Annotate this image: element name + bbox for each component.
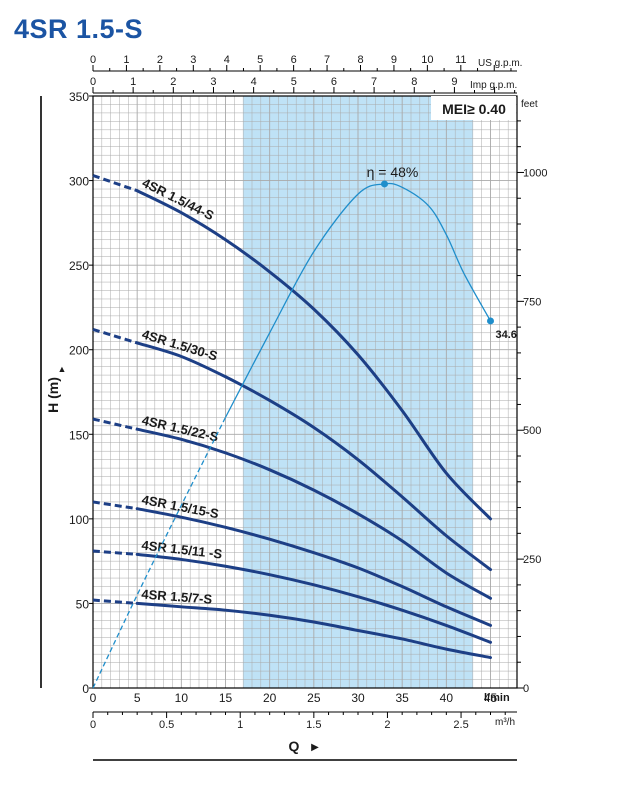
efficiency-end-label: 34.6 (496, 329, 517, 341)
feet-tick-label: 250 (523, 554, 541, 566)
impgpm-tick-label: 3 (210, 76, 216, 88)
usgpm-tick-label: 1 (123, 54, 129, 66)
impgpm-tick-label: 2 (170, 76, 176, 88)
impgpm-tick-label: 6 (331, 76, 337, 88)
m3h-tick-label: 2 (384, 719, 390, 731)
curve-line (135, 189, 492, 521)
plot-frame (40, 95, 518, 761)
x-tick-label: 40 (440, 691, 454, 705)
x-tick-label: 25 (307, 691, 321, 705)
usgpm-tick-label: 0 (90, 54, 96, 66)
x-tick-label: 30 (351, 691, 365, 705)
usgpm-tick-label: 11 (455, 54, 466, 66)
chart-labels: MEI≥ 0.40 H (m) ▲ feet Q ▶ l/min m³/h US… (45, 58, 538, 754)
impgpm-axis-unit: Imp g.p.m. (470, 80, 517, 91)
x-axis-arrow: ▶ (311, 742, 319, 753)
feet-tick-label: 500 (523, 425, 541, 437)
y-axis-label: H (m) (45, 377, 61, 413)
efficiency-line (224, 182, 492, 418)
feet-tick-label: 0 (523, 683, 529, 695)
x-axis-unit: l/min (484, 692, 510, 704)
curve-dashed-segment (92, 417, 138, 431)
curve-line (135, 507, 492, 627)
curve-dashed-segment (92, 500, 138, 511)
y-tick-label: 100 (69, 513, 89, 527)
y-tick-label: 150 (69, 428, 89, 442)
curve-label: 4SR 1.5/7-S (141, 586, 213, 606)
y-tick-label: 50 (76, 597, 90, 611)
mei-label-box (431, 96, 516, 120)
m3h-tick-label: 1 (237, 719, 243, 731)
m3h-axis-unit: m³/h (495, 717, 515, 728)
y-axis-arrow: ▲ (58, 364, 67, 374)
x-tick-label: 5 (134, 691, 141, 705)
usgpm-tick-label: 2 (157, 54, 163, 66)
usgpm-tick-label: 4 (224, 54, 230, 66)
m3h-tick-label: 0.5 (159, 719, 174, 731)
efficiency-curve: η = 48% 34.6 (92, 164, 517, 689)
x-tick-label: 0 (90, 691, 97, 705)
x-tick-label: 10 (175, 691, 189, 705)
usgpm-tick-label: 8 (357, 54, 363, 66)
curve-line (135, 552, 492, 644)
impgpm-tick-label: 8 (411, 76, 417, 88)
usgpm-tick-label: 9 (391, 54, 397, 66)
usgpm-tick-label: 7 (324, 54, 330, 66)
efficiency-dashed-segment (92, 417, 227, 689)
m3h-tick-label: 2.5 (453, 719, 468, 731)
y-tick-label: 200 (69, 344, 89, 358)
y-axis-right-unit: feet (521, 99, 538, 110)
feet-tick-label: 1000 (523, 167, 547, 179)
page-title: 4SR 1.5-S (14, 14, 144, 44)
curve-dashed-segment (92, 598, 138, 605)
usgpm-tick-label: 6 (291, 54, 297, 66)
impgpm-tick-label: 1 (130, 76, 136, 88)
usgpm-tick-label: 3 (190, 54, 196, 66)
mei-label: MEI≥ 0.40 (442, 101, 506, 117)
x-tick-label: 20 (263, 691, 277, 705)
efficiency-end-point (487, 317, 494, 325)
feet-tick-label: 750 (523, 296, 541, 308)
x-tick-label: 15 (219, 691, 233, 705)
curve-dashed-segment (92, 327, 138, 345)
x-tick-label: 35 (395, 691, 409, 705)
usgpm-tick-label: 10 (421, 54, 433, 66)
curve-line (135, 601, 492, 660)
impgpm-tick-label: 5 (291, 76, 297, 88)
m3h-tick-label: 0 (90, 719, 96, 731)
y-tick-label: 300 (69, 175, 89, 189)
y-tick-label: 250 (69, 259, 89, 273)
impgpm-tick-label: 7 (371, 76, 377, 88)
impgpm-tick-label: 0 (90, 76, 96, 88)
y-tick-label: 350 (69, 90, 89, 104)
usgpm-tick-label: 5 (257, 54, 263, 66)
efficiency-peak-point (381, 180, 388, 188)
impgpm-tick-label: 4 (251, 76, 257, 88)
x-axis-label: Q (289, 738, 300, 754)
plot-border (92, 95, 518, 689)
impgpm-tick-label: 9 (451, 76, 457, 88)
curve-dashed-segment (92, 549, 138, 556)
y-tick-label: 0 (82, 682, 89, 696)
x-tick-label: 45 (484, 691, 498, 705)
curve-label: 4SR 1.5/11 -S (141, 537, 223, 561)
curve-line (135, 427, 492, 600)
efficiency-peak-label: η = 48% (367, 164, 419, 180)
usgpm-axis-unit: US g.p.m. (478, 58, 522, 69)
curve-dashed-segment (92, 174, 138, 193)
curve-line (135, 341, 492, 572)
m3h-tick-label: 1.5 (306, 719, 321, 731)
